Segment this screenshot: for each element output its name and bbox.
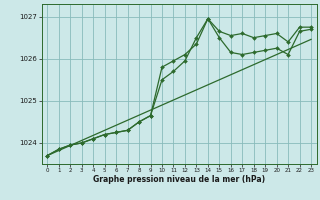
- X-axis label: Graphe pression niveau de la mer (hPa): Graphe pression niveau de la mer (hPa): [93, 175, 265, 184]
